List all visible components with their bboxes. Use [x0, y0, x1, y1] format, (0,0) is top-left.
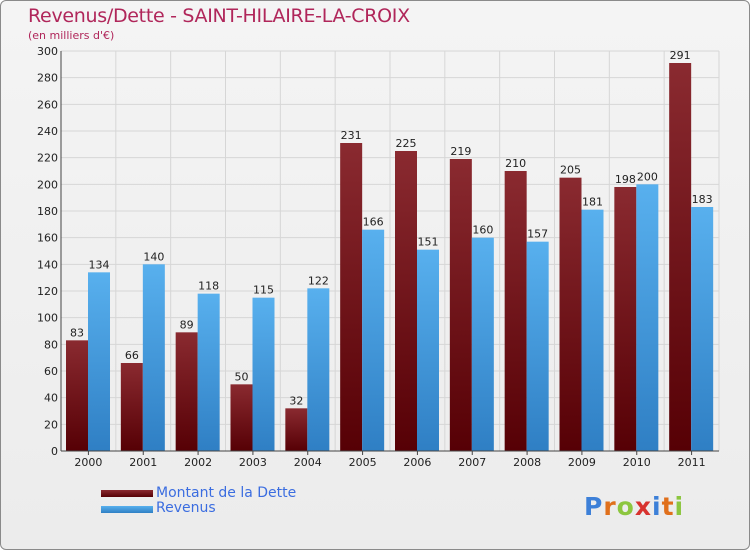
- bar-dette: [230, 384, 253, 451]
- bar-dette: [285, 408, 308, 451]
- chart-title: Revenus/Dette - SAINT-HILAIRE-LA-CROIX: [28, 5, 410, 27]
- data-label: 66: [125, 349, 139, 362]
- legend-swatch-revenus: [101, 506, 153, 513]
- data-label: 225: [396, 137, 417, 150]
- x-tick-label: 2002: [184, 456, 212, 469]
- logo-letter: i: [674, 492, 685, 521]
- data-label: 198: [615, 173, 636, 186]
- data-label: 183: [692, 193, 713, 206]
- logo-letter: r: [603, 492, 617, 521]
- bar-dette: [120, 363, 143, 451]
- bar-revenus: [307, 288, 330, 451]
- y-tick-label: 240: [37, 125, 58, 138]
- bar-revenus: [142, 264, 165, 451]
- y-tick-label: 20: [44, 418, 58, 431]
- logo-letter: P: [584, 492, 604, 521]
- logo-letter: i: [652, 492, 662, 521]
- chart-subtitle: (en milliers d'€): [28, 29, 115, 42]
- data-label: 140: [143, 250, 164, 263]
- y-tick-label: 60: [44, 365, 58, 378]
- bar-dette: [614, 187, 637, 451]
- data-label: 181: [582, 196, 603, 209]
- bar-dette: [340, 143, 363, 451]
- bar-dette: [504, 171, 527, 451]
- legend-label-revenus: Revenus: [156, 500, 216, 516]
- y-tick-label: 180: [37, 205, 58, 218]
- x-tick-label: 2005: [349, 456, 377, 469]
- bar-revenus: [691, 207, 714, 451]
- x-tick-label: 2009: [568, 456, 596, 469]
- bar-dette: [669, 63, 692, 451]
- data-label: 89: [180, 318, 194, 331]
- data-label: 219: [450, 145, 471, 158]
- y-tick-label: 80: [44, 338, 58, 351]
- data-label: 118: [198, 280, 219, 293]
- data-label: 157: [527, 228, 548, 241]
- bar-revenus: [252, 297, 275, 451]
- data-label: 200: [637, 170, 658, 183]
- bar-revenus: [636, 184, 659, 452]
- x-tick-label: 2001: [129, 456, 157, 469]
- bar-dette: [175, 332, 198, 451]
- bar-dette: [559, 177, 582, 451]
- data-label: 122: [308, 274, 329, 287]
- bar-revenus: [88, 272, 110, 451]
- bar-revenus: [362, 229, 385, 451]
- bar-dette: [449, 159, 472, 451]
- y-tick-label: 280: [37, 72, 58, 85]
- data-label: 166: [363, 216, 384, 229]
- y-tick-label: 100: [37, 312, 58, 325]
- data-label: 210: [505, 157, 526, 170]
- y-tick-label: 260: [37, 98, 58, 111]
- axes: 0 20 40 60 80 100 120 140 160 180 200 220 240 260 280 3…: [37, 45, 719, 469]
- data-label: 205: [560, 164, 581, 177]
- y-tick-label: 120: [37, 285, 58, 298]
- bar-revenus: [471, 237, 494, 451]
- grid-lines: [60, 50, 720, 452]
- bar-dette: [66, 340, 88, 451]
- legend-swatch-debt: [101, 490, 153, 497]
- x-tick-label: 2004: [294, 456, 322, 469]
- x-tick-label: 2006: [403, 456, 431, 469]
- y-tick-label: 160: [37, 232, 58, 245]
- bar-revenus: [417, 249, 439, 451]
- logo-letter: x: [634, 492, 652, 521]
- y-tick-label: 300: [37, 45, 58, 58]
- x-tick-label: 2007: [458, 456, 486, 469]
- bar-revenus: [197, 293, 220, 451]
- data-label: 50: [235, 370, 249, 383]
- data-label: 115: [253, 284, 274, 297]
- x-tick-label: 2000: [74, 456, 102, 469]
- y-tick-label: 40: [44, 392, 58, 405]
- data-label: 134: [89, 258, 110, 271]
- data-label: 160: [472, 224, 493, 237]
- data-label: 32: [289, 394, 303, 407]
- data-label: 291: [670, 49, 691, 62]
- bar-revenus: [581, 209, 604, 451]
- y-tick-label: 140: [37, 258, 58, 271]
- logo-letter: o: [616, 492, 635, 521]
- x-tick-label: 2008: [513, 456, 541, 469]
- data-label: 231: [341, 129, 362, 142]
- x-tick-label: 2010: [623, 456, 651, 469]
- proxiti-logo: Proxiti: [584, 492, 684, 521]
- y-tick-label: 200: [37, 178, 58, 191]
- data-label: 83: [70, 326, 84, 339]
- logo-letter: t: [661, 492, 675, 521]
- legend-label-debt: Montant de la Dette: [156, 485, 297, 501]
- data-label: 151: [418, 236, 439, 249]
- y-tick-label: 220: [37, 152, 58, 165]
- x-tick-label: 2011: [678, 456, 706, 469]
- bar-dette: [395, 151, 417, 451]
- y-tick-label: 0: [51, 445, 58, 458]
- x-tick-label: 2003: [239, 456, 267, 469]
- bar-revenus: [526, 241, 549, 451]
- bars: 83 134 66 140 89 118 50 115 32 122 231 166 225 151 219…: [66, 49, 714, 452]
